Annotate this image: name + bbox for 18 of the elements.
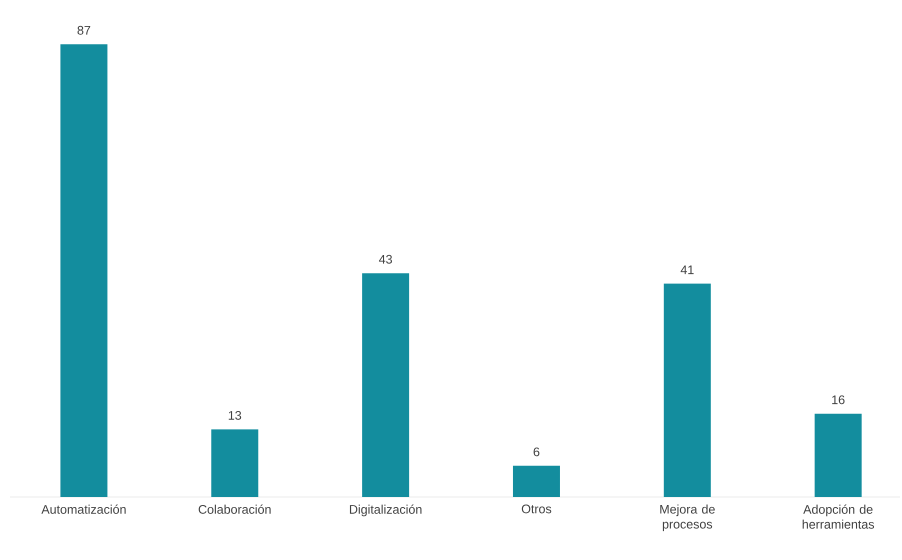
bar	[814, 414, 862, 497]
data-label: 13	[228, 411, 242, 420]
x-tick-label: Mejora de procesos	[660, 504, 715, 532]
x-tick-label: Otros	[522, 504, 552, 514]
x-tick-label: Colaboración	[198, 504, 271, 514]
x-tick-label: Automatización	[41, 504, 126, 514]
bar	[512, 466, 560, 497]
x-tick-label: Adopción de herramientas	[802, 504, 874, 529]
data-label: 16	[832, 395, 845, 404]
bar	[664, 284, 711, 497]
data-label: 87	[78, 26, 90, 35]
data-label: 6	[534, 447, 540, 456]
x-tick-label: Digitalización	[350, 504, 422, 516]
bar	[211, 429, 258, 497]
data-label: 41	[680, 266, 694, 274]
bar	[362, 273, 410, 497]
data-label: 43	[378, 254, 392, 264]
bar	[60, 44, 108, 497]
